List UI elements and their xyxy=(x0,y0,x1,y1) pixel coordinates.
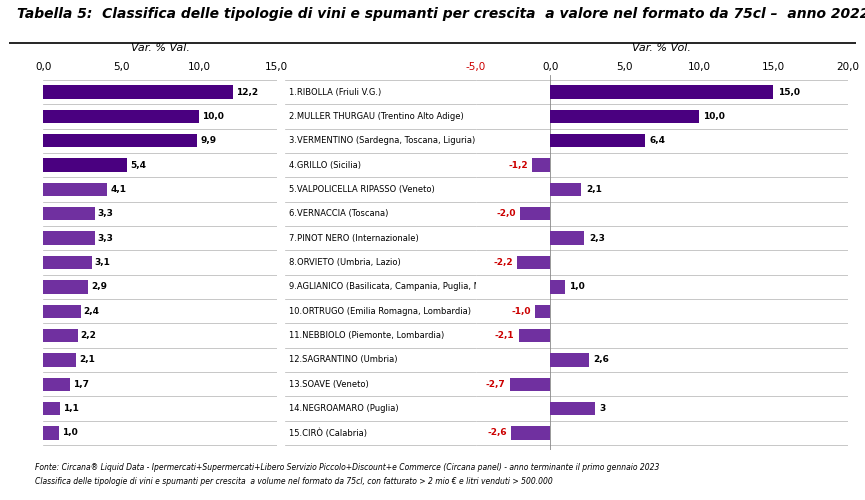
Bar xyxy=(43,280,88,293)
Text: 3,3: 3,3 xyxy=(98,210,113,218)
Text: 9,9: 9,9 xyxy=(201,136,216,145)
X-axis label: Var. % Vol.: Var. % Vol. xyxy=(632,43,691,53)
Text: 10,0: 10,0 xyxy=(703,112,725,121)
Text: 2,2: 2,2 xyxy=(80,331,97,340)
Text: Classifica delle tipologie di vini e spumanti per crescita  a volume nel formato: Classifica delle tipologie di vini e spu… xyxy=(35,478,553,486)
Text: 1,1: 1,1 xyxy=(63,404,80,413)
Text: 1.RIBOLLA (Friuli V.G.): 1.RIBOLLA (Friuli V.G.) xyxy=(289,88,381,96)
Text: 2,9: 2,9 xyxy=(92,282,107,292)
Bar xyxy=(43,86,234,98)
Text: 13.SOAVE (Veneto): 13.SOAVE (Veneto) xyxy=(289,380,369,389)
Text: 15.CIRÒ (Calabria): 15.CIRÒ (Calabria) xyxy=(289,428,368,438)
Bar xyxy=(521,207,550,220)
Text: -2,7: -2,7 xyxy=(486,380,505,389)
Text: 12.SAGRANTINO (Umbria): 12.SAGRANTINO (Umbria) xyxy=(289,356,398,364)
Text: 9.AGLIANICO (Basilicata, Campania, Puglia, Molise): 9.AGLIANICO (Basilicata, Campania, Pugli… xyxy=(289,282,504,292)
Bar xyxy=(550,232,585,245)
Text: 3.VERMENTINO (Sardegna, Toscana, Liguria): 3.VERMENTINO (Sardegna, Toscana, Liguria… xyxy=(289,136,476,145)
Bar xyxy=(535,304,550,318)
Text: 5.VALPOLICELLA RIPASSO (Veneto): 5.VALPOLICELLA RIPASSO (Veneto) xyxy=(289,185,435,194)
Text: Tabella 5:  Classifica delle tipologie di vini e spumanti per crescita  a valore: Tabella 5: Classifica delle tipologie di… xyxy=(17,6,865,20)
Text: 2,6: 2,6 xyxy=(593,356,609,364)
Text: 12,2: 12,2 xyxy=(236,88,259,96)
Bar xyxy=(511,426,550,440)
Bar xyxy=(43,402,61,415)
Text: 2,3: 2,3 xyxy=(589,234,605,242)
Text: 8.ORVIETO (Umbria, Lazio): 8.ORVIETO (Umbria, Lazio) xyxy=(289,258,401,267)
Bar xyxy=(43,183,107,196)
Bar xyxy=(43,158,127,172)
Bar xyxy=(550,353,589,366)
Text: 7.PINOT NERO (Internazionale): 7.PINOT NERO (Internazionale) xyxy=(289,234,419,242)
Bar xyxy=(532,158,550,172)
Bar xyxy=(550,402,595,415)
Bar xyxy=(550,86,773,98)
Bar xyxy=(519,329,550,342)
Bar xyxy=(43,304,80,318)
Text: 3,3: 3,3 xyxy=(98,234,113,242)
Bar xyxy=(510,378,550,391)
Text: 1,0: 1,0 xyxy=(62,428,78,438)
Text: -2,2: -2,2 xyxy=(493,258,513,267)
Text: 4,1: 4,1 xyxy=(110,185,126,194)
Text: 4.GRILLO (Sicilia): 4.GRILLO (Sicilia) xyxy=(289,160,362,170)
Text: 1,0: 1,0 xyxy=(569,282,586,292)
Text: -1,2: -1,2 xyxy=(509,160,528,170)
Bar xyxy=(43,426,59,440)
Text: 3,1: 3,1 xyxy=(94,258,111,267)
Text: 11.NEBBIOLO (Piemonte, Lombardia): 11.NEBBIOLO (Piemonte, Lombardia) xyxy=(289,331,445,340)
Bar xyxy=(43,134,197,147)
Text: 6,4: 6,4 xyxy=(650,136,666,145)
Text: -2,0: -2,0 xyxy=(497,210,516,218)
Text: 2.MULLER THURGAU (Trentino Alto Adige): 2.MULLER THURGAU (Trentino Alto Adige) xyxy=(289,112,464,121)
Text: 6.VERNACCIA (Toscana): 6.VERNACCIA (Toscana) xyxy=(289,210,388,218)
Text: 2,1: 2,1 xyxy=(586,185,602,194)
Text: 2,1: 2,1 xyxy=(79,356,95,364)
Text: 2,4: 2,4 xyxy=(84,306,99,316)
Bar xyxy=(550,134,645,147)
Bar xyxy=(550,280,565,293)
Bar xyxy=(43,110,199,123)
Bar xyxy=(43,232,94,245)
Text: 10.ORTRUGO (Emilia Romagna, Lombardia): 10.ORTRUGO (Emilia Romagna, Lombardia) xyxy=(289,306,471,316)
X-axis label: Var. % Val.: Var. % Val. xyxy=(131,43,189,53)
Text: -2,1: -2,1 xyxy=(495,331,515,340)
Text: 3: 3 xyxy=(599,404,605,413)
Text: 14.NEGROAMARO (Puglia): 14.NEGROAMARO (Puglia) xyxy=(289,404,399,413)
Bar xyxy=(550,183,581,196)
Bar xyxy=(550,110,699,123)
Text: -2,6: -2,6 xyxy=(487,428,507,438)
Bar xyxy=(43,353,76,366)
Text: 10,0: 10,0 xyxy=(202,112,224,121)
Text: Fonte: Circana® Liquid Data - Ipermercati+Supermercati+Libero Servizio Piccolo+D: Fonte: Circana® Liquid Data - Ipermercat… xyxy=(35,462,659,471)
Bar xyxy=(43,378,70,391)
Bar xyxy=(43,207,94,220)
Bar xyxy=(43,329,78,342)
Text: 5,4: 5,4 xyxy=(131,160,146,170)
Bar xyxy=(43,256,92,269)
Bar xyxy=(517,256,550,269)
Text: 1,7: 1,7 xyxy=(73,380,89,389)
Text: 15,0: 15,0 xyxy=(778,88,800,96)
Text: -1,0: -1,0 xyxy=(511,306,531,316)
